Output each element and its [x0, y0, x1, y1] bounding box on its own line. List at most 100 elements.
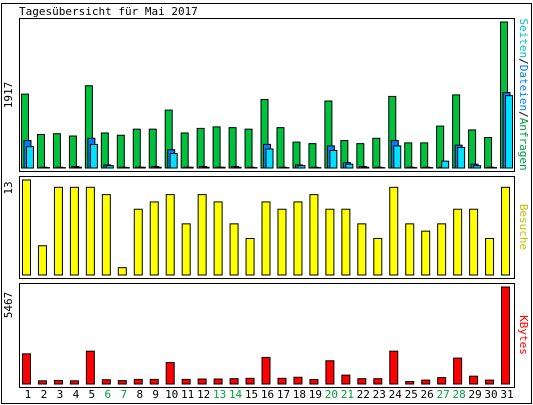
bar-anfragen	[100, 132, 109, 169]
bar-seiten	[26, 146, 34, 169]
bar-besuche	[245, 237, 255, 276]
legend-entry: KBytes	[517, 315, 530, 355]
bar-besuche	[133, 208, 143, 276]
bar-besuche	[69, 186, 79, 276]
bar-kbytes	[437, 377, 447, 385]
bar-besuche	[85, 186, 95, 276]
bar-kbytes	[133, 378, 143, 385]
bar-besuche	[421, 230, 431, 276]
bar-besuche	[485, 237, 495, 276]
bar-kbytes	[389, 350, 399, 385]
bar-seiten	[201, 166, 210, 169]
bar-seiten	[89, 143, 98, 169]
day-label: 11	[181, 388, 194, 401]
bar-besuche	[325, 208, 335, 276]
day-axis-labels: 1 2 3 4 5 6 7 8 9 10 11 12 13 14 15 16 17 18 19 20 21 22 23 24 2…	[25, 388, 514, 401]
day-label: 23	[373, 388, 386, 401]
bar-kbytes	[293, 376, 303, 385]
day-label: 12	[197, 388, 210, 401]
bar-kbytes	[245, 377, 255, 385]
chart-panels: 1917 Seiten/Dateien/Anfragen 13Besuche5467…	[2, 18, 530, 388]
day-label: 10	[165, 388, 178, 401]
panel-kbytes: 5467 KBytes	[2, 283, 530, 388]
bar-seiten	[393, 145, 402, 169]
bar-kbytes	[357, 378, 367, 385]
day-label: 5	[89, 388, 96, 401]
day-label: 4	[73, 388, 80, 401]
bar-besuche	[389, 186, 399, 276]
panel-bars	[22, 179, 511, 276]
panel-max-label: 1917	[2, 82, 15, 109]
bar-besuche	[341, 208, 351, 276]
bar-kbytes	[197, 378, 207, 385]
bar-anfragen	[52, 133, 61, 169]
bar-besuche	[437, 223, 447, 276]
bar-besuche	[37, 245, 47, 276]
bar-besuche	[277, 208, 287, 276]
day-label: 22	[357, 388, 370, 401]
bar-anfragen	[484, 137, 493, 169]
bar-anfragen	[292, 141, 301, 169]
day-label: 27	[437, 388, 450, 401]
day-label: 15	[245, 388, 258, 401]
bar-kbytes	[213, 378, 223, 385]
bar-seiten	[441, 160, 450, 169]
bar-seiten	[345, 163, 354, 169]
panel-legend: Besuche	[517, 204, 530, 250]
panel-hits: 1917 Seiten/Dateien/Anfragen	[2, 18, 530, 172]
day-label: 30	[484, 388, 497, 401]
bar-besuche	[22, 179, 31, 276]
bar-besuche	[293, 201, 303, 276]
legend-entry: Besuche	[517, 204, 530, 250]
bar-seiten	[217, 166, 226, 169]
bar-seiten	[297, 165, 306, 169]
day-label: 2	[41, 388, 48, 401]
bar-anfragen	[356, 143, 365, 169]
bar-besuche	[309, 194, 319, 276]
bar-kbytes	[277, 377, 287, 385]
day-label: 9	[152, 388, 159, 401]
bar-anfragen	[196, 127, 205, 169]
bar-seiten	[137, 166, 146, 169]
bar-besuche	[53, 186, 63, 276]
bar-anfragen	[404, 142, 413, 169]
panel-bars	[21, 21, 514, 169]
bar-kbytes	[485, 379, 495, 385]
bar-besuche	[373, 237, 383, 276]
bar-anfragen	[420, 142, 429, 169]
legend-entry: Seiten	[517, 18, 530, 58]
day-label: 3	[57, 388, 64, 401]
legend-entry: /	[517, 58, 530, 65]
bar-kbytes	[22, 353, 31, 385]
bar-seiten	[265, 148, 274, 169]
chart-title: Tagesübersicht für Mai 2017	[19, 5, 198, 18]
bar-kbytes	[117, 380, 127, 385]
bar-besuche	[357, 223, 367, 276]
bar-kbytes	[309, 379, 319, 385]
bar-kbytes	[261, 356, 271, 385]
bar-kbytes	[341, 374, 351, 385]
panel-legend: KBytes	[517, 315, 530, 355]
bar-anfragen	[68, 135, 77, 169]
bar-anfragen	[36, 133, 45, 169]
day-label: 6	[105, 388, 112, 401]
bar-kbytes	[469, 375, 479, 385]
bar-kbytes	[165, 362, 175, 385]
bar-kbytes	[501, 286, 511, 385]
panel-legend: Seiten/Dateien/Anfragen	[517, 18, 530, 170]
bar-anfragen	[148, 128, 157, 169]
day-label: 20	[325, 388, 338, 401]
legend-entry: /	[517, 111, 530, 118]
bar-besuche	[469, 208, 479, 276]
bar-anfragen	[116, 134, 125, 169]
bar-besuche	[261, 201, 271, 276]
bar-seiten	[329, 149, 338, 169]
day-label: 14	[229, 388, 243, 401]
bar-kbytes	[37, 380, 47, 385]
panel-visits: 13 Besuche	[2, 176, 530, 279]
day-label: 13	[213, 388, 226, 401]
bar-anfragen	[228, 127, 237, 169]
bar-anfragen	[132, 128, 141, 169]
bar-seiten	[457, 146, 466, 169]
